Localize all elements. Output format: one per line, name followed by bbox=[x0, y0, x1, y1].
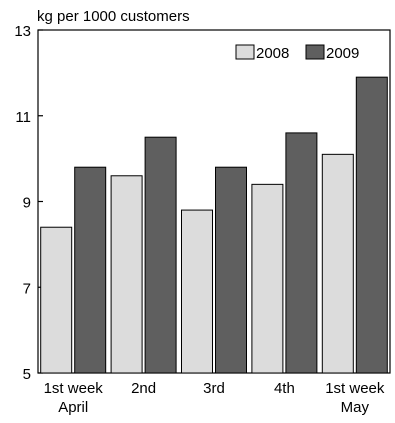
legend-label-2008: 2008 bbox=[256, 45, 289, 62]
x-tick-sublabel: April bbox=[58, 399, 88, 416]
bar-2008-2 bbox=[181, 209, 213, 374]
y-tick-label: 13 bbox=[14, 23, 31, 40]
bar-2009-1 bbox=[144, 136, 177, 374]
bars-group bbox=[40, 76, 388, 374]
y-tick-label: 9 bbox=[23, 195, 31, 212]
bar-2009-0 bbox=[74, 166, 107, 374]
bar-2009-2 bbox=[215, 166, 247, 374]
y-tick-label: 7 bbox=[23, 280, 31, 297]
bar-2008-4 bbox=[321, 153, 354, 374]
x-tick-label: 1st week bbox=[325, 380, 385, 397]
chart-subtitle: kg per 1000 customers bbox=[37, 8, 190, 25]
legend-swatch-2008 bbox=[235, 44, 255, 60]
bar-2009-4 bbox=[355, 76, 388, 374]
x-tick-label: 4th bbox=[274, 380, 295, 397]
bar-2008-0 bbox=[40, 226, 73, 374]
bar-2008-3 bbox=[251, 183, 284, 374]
x-tick-sublabel: May bbox=[341, 399, 370, 416]
legend-swatch-2009 bbox=[305, 44, 325, 60]
x-tick-label: 3rd bbox=[203, 380, 225, 397]
bar-2008-1 bbox=[110, 175, 143, 374]
legend-label-2009: 2009 bbox=[326, 45, 359, 62]
y-axis: 5 7 9 11 13 bbox=[14, 23, 43, 383]
y-tick-label: 5 bbox=[23, 366, 31, 383]
x-axis: 1st week April 2nd 3rd 4th 1st week May bbox=[44, 380, 385, 416]
legend: 2008 2009 bbox=[235, 44, 359, 62]
y-tick-label: 11 bbox=[15, 109, 31, 126]
x-tick-label: 2nd bbox=[131, 380, 156, 397]
bar-2009-3 bbox=[285, 132, 318, 374]
x-tick-label: 1st week bbox=[44, 380, 104, 397]
